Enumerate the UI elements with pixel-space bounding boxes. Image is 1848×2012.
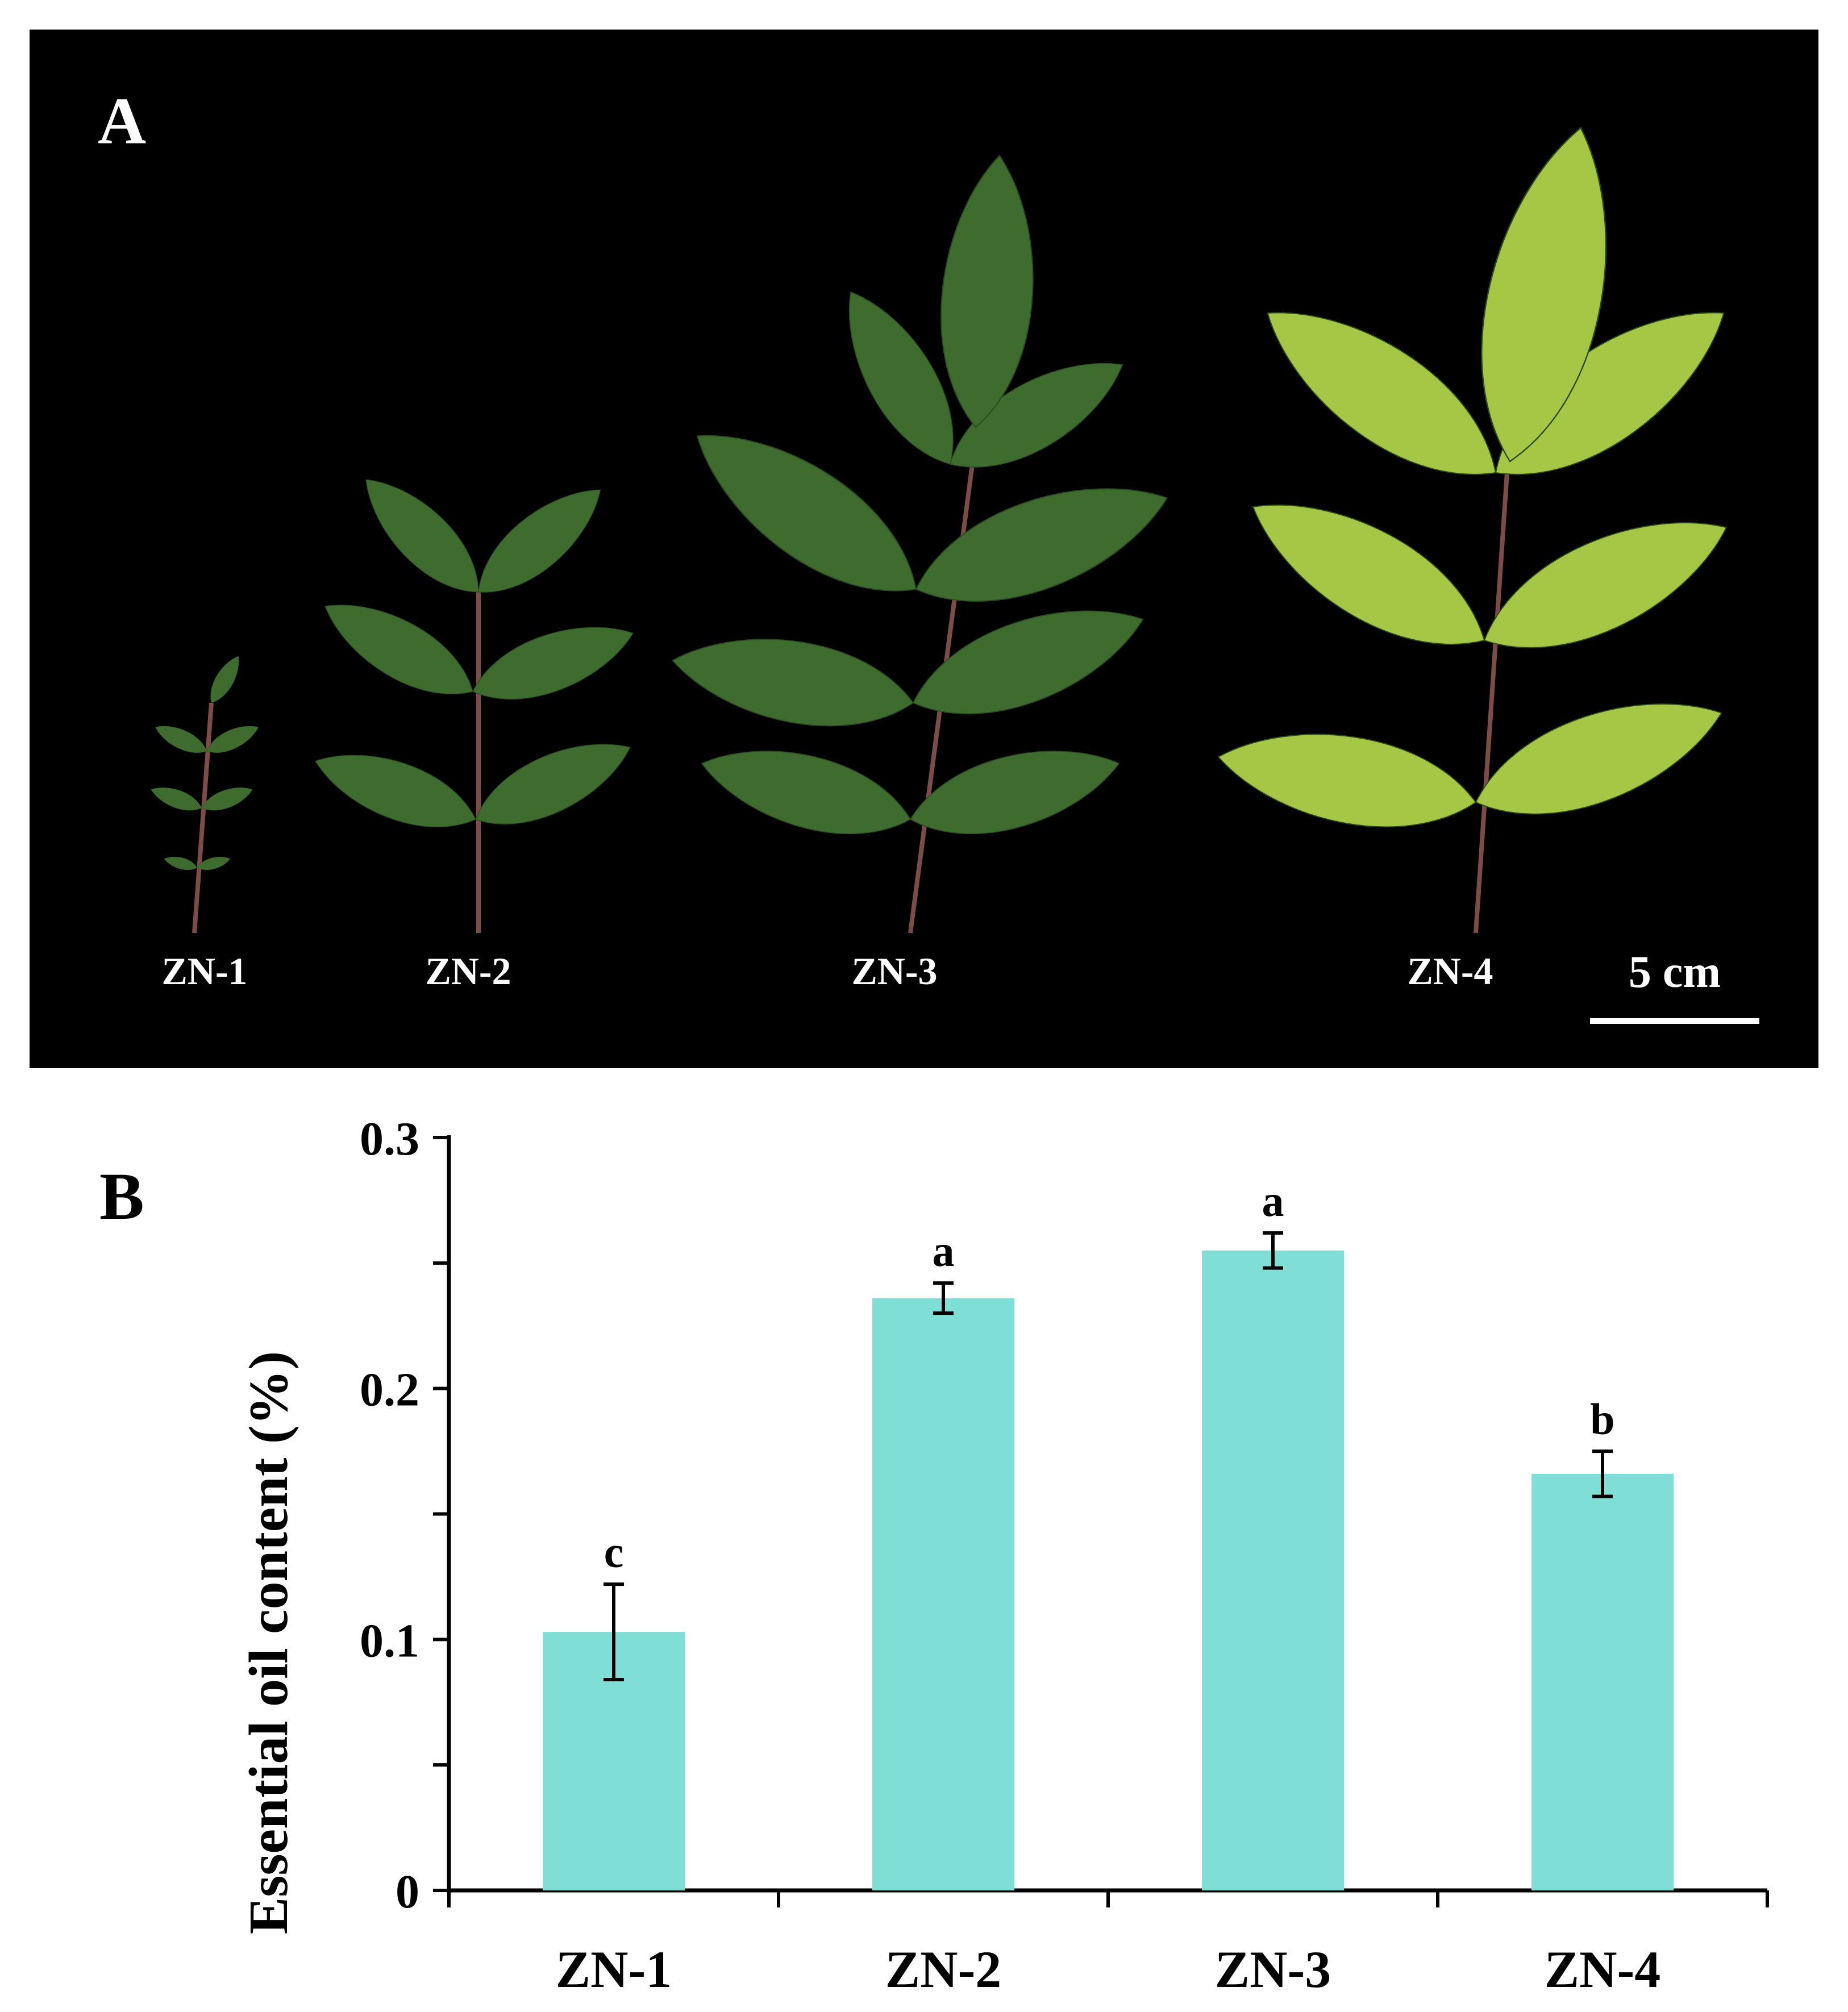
leaflet [665, 620, 920, 743]
compound-leaf-zn-4 [1211, 116, 1750, 933]
leaflet [1461, 672, 1736, 843]
leaflet [1241, 276, 1522, 511]
bar-zn-2 [872, 1298, 1014, 1890]
leaf-photo-panel: A ZN-1 ZN-2 ZN-3 ZN-4 5 cm [30, 30, 1818, 1068]
significance-letter: a [1262, 1176, 1284, 1226]
leaf-stem [192, 702, 214, 934]
leaflet [163, 853, 198, 873]
x-tick-label: ZN-1 [556, 1940, 672, 1998]
leaflet [464, 722, 642, 845]
leaflet [693, 729, 920, 854]
leaflet [151, 719, 211, 760]
significance-letter: b [1590, 1394, 1614, 1444]
error-bar-zn-1 [603, 1582, 624, 1681]
specimen-label-zn-2: ZN-2 [425, 949, 511, 993]
x-tick-label: ZN-3 [1215, 1940, 1331, 1998]
leaflet [148, 781, 205, 817]
terminal-leaflet [203, 652, 246, 707]
compound-leaf-zn-3 [665, 152, 1182, 933]
leaflet [347, 461, 497, 610]
leaf-stem [1474, 472, 1509, 934]
bar-zn-4 [1531, 1473, 1674, 1890]
specimen-label-zn-4: ZN-4 [1407, 949, 1493, 993]
panel-b-letter: B [99, 1159, 144, 1234]
bar-zn-3 [1202, 1250, 1344, 1890]
specimen-label-zn-1: ZN-1 [161, 949, 247, 993]
y-axis-label: Essential oil content (%) [238, 1351, 299, 1934]
leaflet [461, 470, 617, 613]
y-tick-label: 0.2 [360, 1364, 419, 1417]
significance-letter: a [933, 1226, 955, 1276]
leaflet [1231, 469, 1506, 679]
leaflet [311, 582, 486, 716]
panel-a-letter: A [98, 84, 146, 158]
leaflet [1466, 488, 1745, 680]
leaflet [901, 456, 1182, 631]
error-bar-zn-3 [1263, 1231, 1283, 1270]
significance-letter: c [604, 1527, 624, 1577]
leaflet [1211, 714, 1483, 845]
specimen-label-zn-3: ZN-3 [851, 949, 937, 993]
x-tick-label: ZN-2 [885, 1940, 1001, 1998]
leaf-photo: A ZN-1 ZN-2 ZN-3 ZN-4 5 cm [98, 30, 1818, 1024]
x-tick-label: ZN-4 [1545, 1940, 1660, 1998]
leaflet [306, 735, 485, 846]
scale-bar-label: 5 cm [1629, 947, 1721, 997]
bar-chart: B Essential oil content (%) 0 0.1 0.2 0.3 c Z… [99, 1113, 1769, 1998]
y-tick-label: 0.1 [360, 1614, 419, 1667]
compound-leaf-zn-1 [148, 652, 262, 934]
error-bar-zn-2 [933, 1281, 954, 1315]
compound-leaf-zn-2 [306, 461, 643, 933]
bar-chart-panel: B Essential oil content (%) 0 0.1 0.2 0.3 c Z… [0, 1068, 1848, 2012]
leaflet [463, 607, 643, 718]
error-bar-zn-4 [1592, 1449, 1613, 1498]
y-tick-label: 0 [396, 1865, 419, 1918]
y-tick-label: 0.3 [360, 1113, 419, 1165]
